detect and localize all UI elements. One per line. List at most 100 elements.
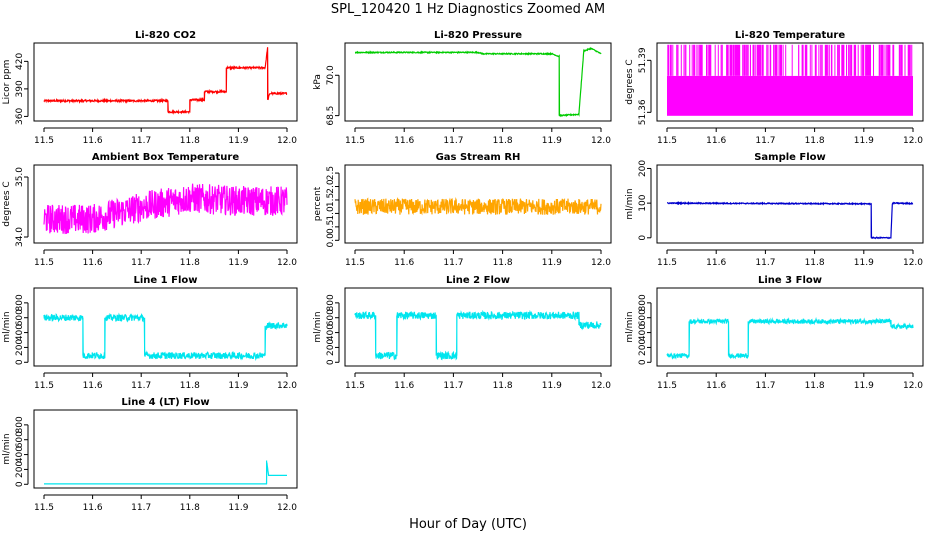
y-tick-label: 200 bbox=[15, 339, 25, 356]
y-axis-label: ml/min bbox=[625, 311, 635, 342]
x-tick-label: 11.5 bbox=[34, 503, 54, 513]
x-tick-label: 11.9 bbox=[854, 258, 874, 268]
x-tick-label: 11.7 bbox=[131, 136, 151, 146]
x-tick-label: 11.7 bbox=[131, 381, 151, 391]
chart-panel: Line 3 Flow 11.5 11.6 11.7 11.8 11.9 12.0 0 2004… bbox=[625, 275, 924, 391]
x-tick-label: 11.7 bbox=[131, 258, 151, 268]
x-tick-label: 11.5 bbox=[34, 258, 54, 268]
chart-panel: Sample Flow 11.5 11.6 11.7 11.8 11.9 12.0 0 100 2… bbox=[625, 152, 924, 268]
y-tick-label: 600 bbox=[326, 309, 336, 326]
y-axis-label: Licor ppm bbox=[2, 60, 12, 105]
series-line bbox=[666, 201, 914, 240]
series-band bbox=[667, 75, 913, 116]
chart-panel: Line 1 Flow 11.5 11.6 11.7 11.8 11.9 12.0 0 2004… bbox=[2, 275, 298, 391]
y-axis-label: percent bbox=[313, 186, 323, 221]
x-tick-label: 11.9 bbox=[854, 136, 874, 146]
x-tick-label: 11.5 bbox=[657, 136, 677, 146]
x-tick-label: 11.7 bbox=[443, 258, 463, 268]
x-tick-label: 11.8 bbox=[805, 258, 825, 268]
x-tick-label: 11.5 bbox=[345, 381, 365, 391]
x-tick-label: 11.6 bbox=[83, 381, 103, 391]
plot-frame bbox=[33, 409, 298, 489]
x-tick-label: 12.0 bbox=[903, 381, 923, 391]
y-axis-label: degrees C bbox=[625, 59, 635, 104]
y-tick-label: 200 bbox=[638, 160, 648, 177]
x-tick-label: 11.6 bbox=[706, 136, 726, 146]
x-tick-label: 11.9 bbox=[228, 136, 248, 146]
y-tick-label: 600 bbox=[638, 309, 648, 326]
panel-title: Li-820 Temperature bbox=[735, 30, 845, 41]
chart-panel: Gas Stream RH 11.5 11.6 11.7 11.8 11.9 12.0 0.0… bbox=[313, 152, 612, 268]
x-tick-label: 11.6 bbox=[706, 258, 726, 268]
y-tick-label: 0 bbox=[638, 359, 648, 365]
x-tick-label: 11.9 bbox=[542, 381, 562, 391]
y-tick-label: 0 bbox=[638, 235, 648, 241]
x-tick-label: 11.5 bbox=[657, 381, 677, 391]
y-tick-label: 51.36 bbox=[638, 99, 648, 125]
panel-title: Ambient Box Temperature bbox=[92, 152, 239, 163]
y-tick-label: 360 bbox=[15, 108, 25, 125]
chart-panel: Li-820 CO2 11.5 11.6 11.7 11.8 11.9 12.0 360 390… bbox=[2, 30, 298, 146]
x-tick-label: 12.0 bbox=[277, 258, 297, 268]
x-tick-label: 11.7 bbox=[755, 136, 775, 146]
series-line bbox=[354, 309, 602, 361]
y-axis-label: ml/min bbox=[2, 311, 12, 342]
x-tick-label: 11.8 bbox=[493, 381, 513, 391]
y-tick-label: 0 bbox=[15, 481, 25, 487]
x-tick-label: 11.6 bbox=[83, 136, 103, 146]
y-tick-label: 35.0 bbox=[15, 167, 25, 187]
y-axis-label: ml/min bbox=[625, 188, 635, 219]
x-tick-label: 11.6 bbox=[83, 503, 103, 513]
x-tick-label: 11.7 bbox=[755, 258, 775, 268]
y-axis-label: degrees C bbox=[2, 181, 12, 226]
y-tick-label: 800 bbox=[15, 294, 25, 311]
x-tick-label: 11.8 bbox=[180, 136, 200, 146]
x-axis-label: Hour of Day (UTC) bbox=[409, 517, 527, 532]
figure-title: SPL_120420 1 Hz Diagnostics Zoomed AM bbox=[330, 2, 606, 17]
series-line bbox=[43, 47, 288, 115]
y-tick-label: 34.0 bbox=[15, 227, 25, 247]
y-tick-label: 0 bbox=[15, 359, 25, 365]
series-line bbox=[43, 183, 288, 235]
x-tick-label: 11.7 bbox=[131, 503, 151, 513]
x-tick-label: 11.8 bbox=[180, 258, 200, 268]
x-tick-label: 12.0 bbox=[277, 136, 297, 146]
y-tick-label: 1.0 bbox=[326, 206, 336, 221]
chart-panel: Line 2 Flow 11.5 11.6 11.7 11.8 11.9 12.0 0 2004… bbox=[313, 275, 612, 391]
x-tick-label: 11.5 bbox=[345, 258, 365, 268]
x-tick-label: 11.7 bbox=[443, 381, 463, 391]
x-tick-label: 12.0 bbox=[591, 381, 611, 391]
plot-frame bbox=[33, 164, 298, 244]
x-tick-label: 12.0 bbox=[591, 258, 611, 268]
y-tick-label: 70.0 bbox=[326, 65, 336, 85]
series-line bbox=[354, 196, 602, 216]
x-tick-label: 11.7 bbox=[443, 136, 463, 146]
x-tick-label: 11.9 bbox=[542, 258, 562, 268]
y-tick-label: 0 bbox=[326, 359, 336, 365]
plot-frame bbox=[344, 287, 612, 367]
y-tick-label: 200 bbox=[15, 461, 25, 478]
panel-title: Gas Stream RH bbox=[436, 152, 521, 163]
y-tick-label: 1.5 bbox=[326, 193, 336, 207]
plot-frame bbox=[656, 164, 924, 244]
x-tick-label: 12.0 bbox=[277, 503, 297, 513]
panel-title: Line 4 (LT) Flow bbox=[121, 397, 209, 408]
plot-frame bbox=[344, 164, 612, 244]
x-tick-label: 11.8 bbox=[493, 258, 513, 268]
panel-title: Li-820 Pressure bbox=[434, 30, 522, 41]
x-tick-label: 11.6 bbox=[394, 136, 414, 146]
series-line bbox=[43, 312, 288, 362]
y-tick-label: 0.5 bbox=[326, 220, 336, 234]
y-tick-label: 100 bbox=[638, 194, 648, 211]
series-line bbox=[666, 316, 914, 360]
series-line bbox=[354, 46, 602, 118]
series-spikes bbox=[667, 44, 913, 76]
chart-panel: Li-820 Temperature 11.5 11.6 11.7 11.8 11.9 12… bbox=[625, 30, 924, 146]
y-tick-label: 600 bbox=[15, 431, 25, 448]
x-tick-label: 11.5 bbox=[345, 136, 365, 146]
y-axis-label: kPa bbox=[313, 74, 323, 90]
panel-title: Line 1 Flow bbox=[134, 275, 198, 286]
y-axis-label: ml/min bbox=[313, 311, 323, 342]
y-tick-label: 2.0 bbox=[326, 179, 336, 194]
plot-frame bbox=[656, 42, 924, 122]
